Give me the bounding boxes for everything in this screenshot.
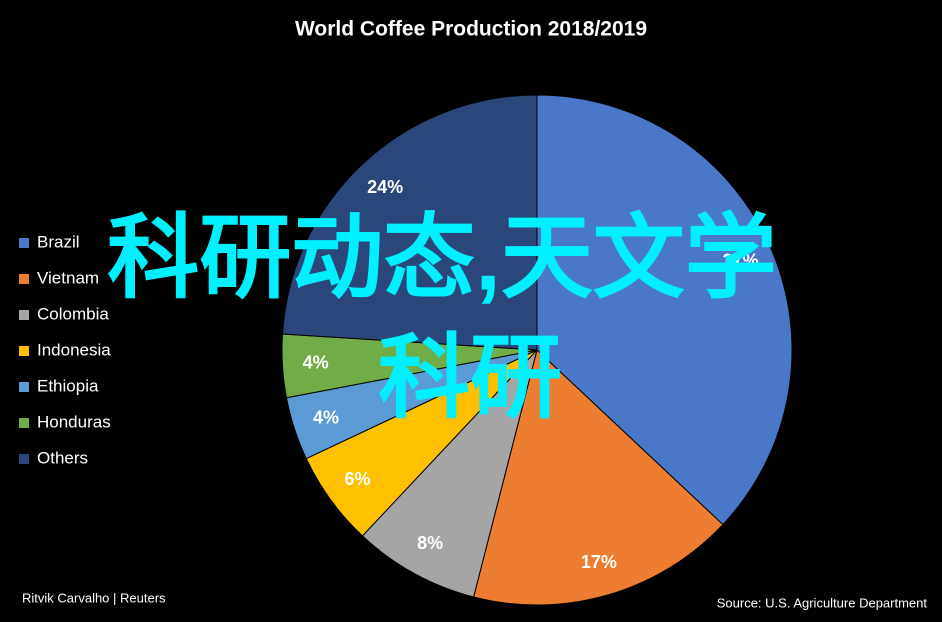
chart-title: World Coffee Production 2018/2019 bbox=[295, 18, 647, 41]
data-label: 37% bbox=[723, 251, 759, 271]
legend-label: Ethiopia bbox=[37, 376, 99, 395]
overlay-text: 科研 bbox=[378, 327, 562, 429]
pie-slice bbox=[281, 94, 538, 351]
legend-swatch bbox=[19, 274, 29, 284]
credit: Ritvik Carvalho | Reuters bbox=[22, 590, 166, 605]
legend-swatch bbox=[19, 310, 29, 320]
legend-label: Honduras bbox=[37, 412, 111, 431]
legend-label: Brazil bbox=[37, 232, 80, 251]
legend-label: Colombia bbox=[37, 304, 109, 323]
pie-slice bbox=[361, 349, 538, 598]
overlay-text: 科研动态,天文学 bbox=[107, 207, 777, 309]
legend-label: Others bbox=[37, 448, 88, 467]
data-label: 17% bbox=[581, 552, 617, 572]
data-label: 8% bbox=[417, 533, 443, 553]
data-label: 6% bbox=[345, 469, 371, 489]
data-label: 4% bbox=[303, 353, 329, 373]
legend-swatch bbox=[19, 382, 29, 392]
legend-label: Indonesia bbox=[37, 340, 111, 359]
pie-slice bbox=[472, 349, 724, 606]
pie bbox=[281, 94, 793, 606]
pie-slice bbox=[536, 94, 793, 526]
source: Source: U.S. Agriculture Department bbox=[717, 595, 928, 610]
legend-swatch bbox=[19, 346, 29, 356]
legend-label: Vietnam bbox=[37, 268, 99, 287]
data-label: 24% bbox=[367, 177, 403, 197]
data-label: 4% bbox=[313, 407, 339, 427]
legend-swatch bbox=[19, 418, 29, 428]
legend-swatch bbox=[19, 454, 29, 464]
legend-swatch bbox=[19, 238, 29, 248]
